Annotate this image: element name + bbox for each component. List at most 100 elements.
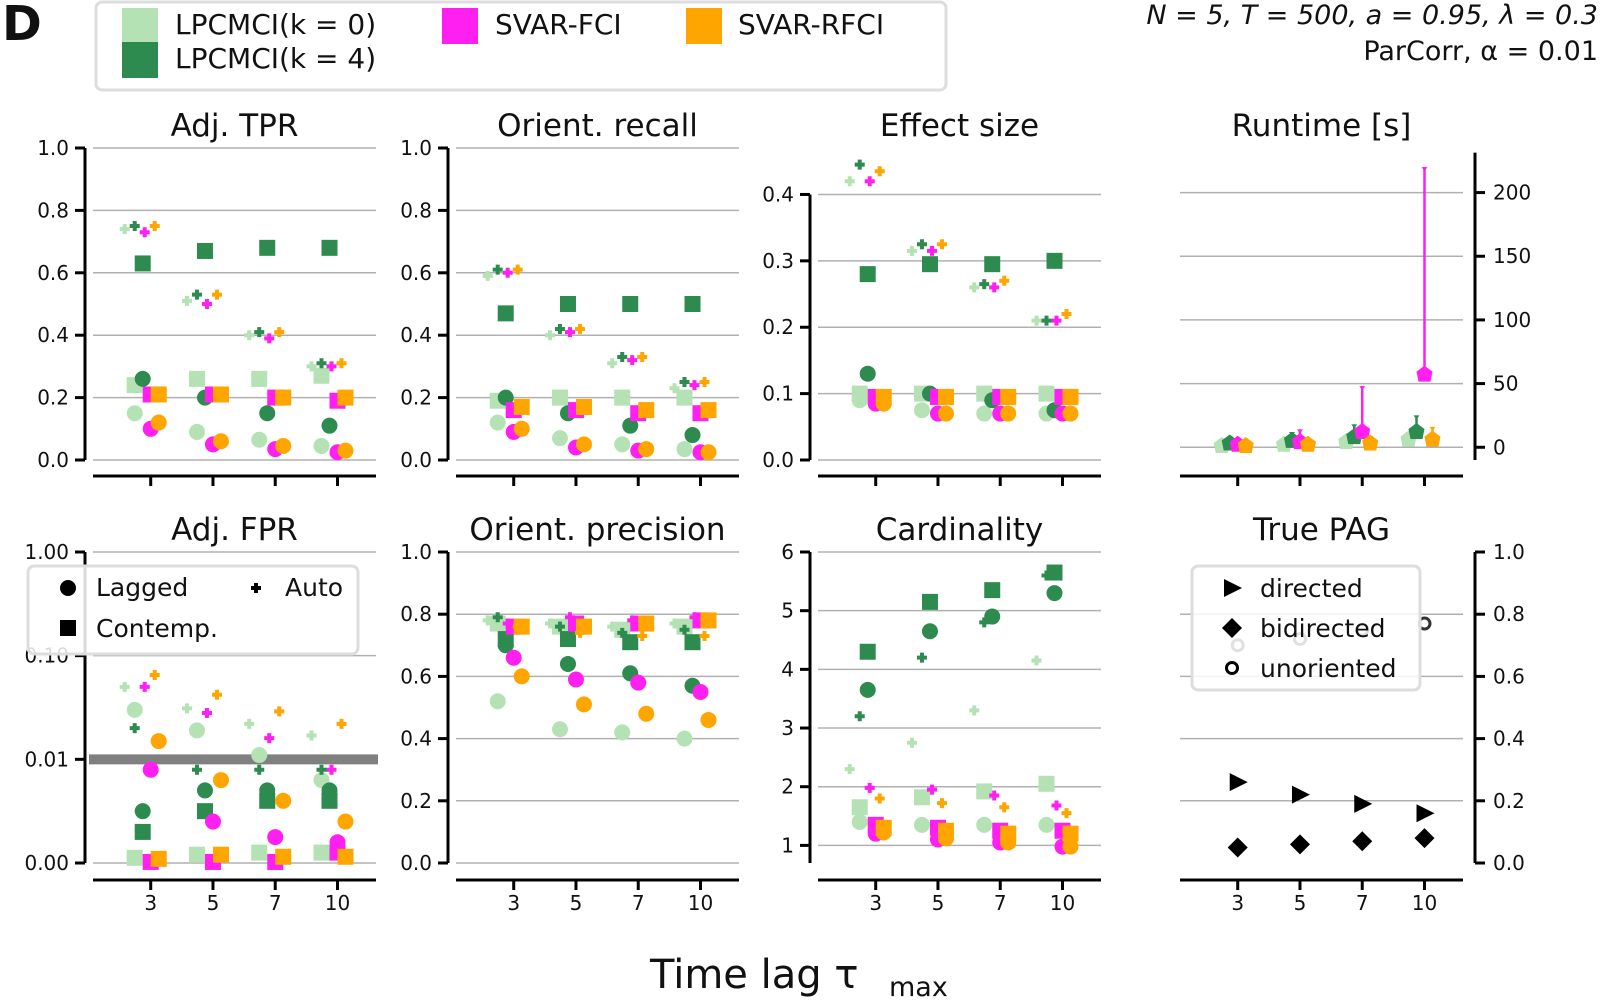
- point-lpcmci-k-0-lagged: [188, 423, 205, 440]
- point-lpcmci-k-4-lagged: [134, 370, 151, 387]
- y-tick-label: 0.8: [37, 198, 69, 222]
- point-lpcmci-k-0-auto: [181, 295, 192, 306]
- point-lpcmci-k-4-contemp: [497, 305, 514, 322]
- y-tick-label: 100: [1493, 308, 1531, 332]
- point-svar-rfci-auto: [274, 706, 285, 717]
- point-svar-rfci-mean: [1424, 430, 1441, 447]
- legend-swatch-svar-fci: [442, 8, 478, 44]
- point-svar-rfci-lagged: [1062, 838, 1079, 855]
- panel-title-runtime: Runtime [s]: [1232, 108, 1412, 144]
- y-tick-label: 1.0: [400, 136, 432, 160]
- error-cap: [1421, 167, 1428, 172]
- y-tick-label: 0.0: [400, 851, 432, 875]
- point-lpcmci-k-4-contemp: [859, 643, 876, 660]
- point-lpcmci-k-0-lagged: [913, 816, 930, 833]
- y-tick-label: 0.8: [1493, 602, 1525, 626]
- point-svar-rfci-contemp: [638, 402, 655, 419]
- point-svar-fci-auto: [264, 333, 275, 344]
- point-lpcmci-k-0-lagged: [551, 430, 568, 447]
- point-lpcmci-k-4-contemp: [984, 256, 1001, 273]
- point-lpcmci-k-4-lagged: [259, 405, 276, 422]
- point-lpcmci-k-0-contemp: [251, 844, 268, 861]
- point-lpcmci-k-4-auto: [916, 239, 927, 250]
- point-lpcmci-k-0-lagged: [251, 431, 268, 448]
- y-tick-label: 0.4: [400, 727, 432, 751]
- point-lpcmci-k-0-lagged: [976, 405, 993, 422]
- point-lpcmci-k-0-auto: [244, 718, 255, 729]
- point-lpcmci-k-4-auto: [854, 159, 865, 170]
- point-svar-rfci-lagged: [212, 433, 229, 450]
- point-lpcmci-k-0-lagged: [313, 437, 330, 454]
- y-tick-label: 0.8: [400, 198, 432, 222]
- point-lpcmci-k-0-auto: [1031, 655, 1042, 666]
- point-svar-rfci-lagged: [575, 696, 592, 713]
- point-lpcmci-k-0-lagged: [188, 722, 205, 739]
- point-svar-rfci-contemp: [337, 389, 354, 406]
- point-lpcmci-k-0-auto: [306, 361, 317, 372]
- point-svar-fci-auto: [564, 327, 575, 338]
- point-svar-rfci-auto: [1061, 308, 1072, 319]
- point-svar-rfci-auto: [211, 289, 222, 300]
- point-svar-rfci-mean: [1362, 434, 1379, 451]
- y-tick-label: 0.0: [762, 448, 794, 472]
- x-label-sub: max: [889, 972, 948, 1000]
- point-svar-rfci-auto: [149, 670, 160, 681]
- point-lpcmci-k-0-contemp: [251, 370, 268, 387]
- point-svar-fci-lagged: [204, 813, 221, 830]
- point-lpcmci-k-0-lagged: [851, 813, 868, 830]
- point-lpcmci-k-4-contemp: [196, 242, 213, 259]
- point-svar-rfci-auto: [211, 689, 222, 700]
- point-lpcmci-k-4-contemp: [684, 296, 701, 312]
- point-lpcmci-k-4-auto: [979, 617, 990, 628]
- y-tick-label: 0.6: [400, 664, 432, 688]
- point-svar-rfci-auto: [274, 327, 285, 338]
- x-tick-label: 7: [632, 891, 645, 915]
- y-tick-label: 0.8: [400, 602, 432, 626]
- point-lpcmci-k-0-auto: [306, 730, 317, 741]
- method-legend: LPCMCI(k = 0)LPCMCI(k = 4) SVAR-FCI SVAR-R…: [94, 0, 948, 92]
- x-tick-label: 7: [1356, 891, 1369, 915]
- point-svar-rfci-auto: [512, 264, 523, 275]
- point-svar-rfci-lagged: [1062, 405, 1079, 422]
- point-svar-rfci-contemp: [700, 612, 717, 629]
- x-tick-label: 10: [1050, 891, 1075, 915]
- point-svar-rfci-contemp: [212, 386, 229, 403]
- point-svar-fci-auto: [864, 176, 875, 187]
- bidirected-marker-icon: [1222, 618, 1242, 638]
- point-svar-rfci-contemp: [1000, 825, 1017, 842]
- point-svar-rfci-lagged: [638, 441, 655, 458]
- point-svar-rfci-lagged: [937, 405, 954, 422]
- point-lpcmci-k-0-lagged: [913, 402, 930, 419]
- point-lpcmci-k-4-lagged: [921, 623, 938, 640]
- panel-runtime: Runtime [s] 0 50 100 150 200: [1180, 108, 1531, 486]
- y-tick-label: 4: [781, 657, 794, 681]
- x-tick-label: 10: [1412, 891, 1437, 915]
- error-cap: [1429, 426, 1436, 431]
- y-tick-label: 1: [781, 833, 794, 857]
- point-lpcmci-k-0-auto: [906, 245, 917, 256]
- point-lpcmci-k-0-contemp: [913, 789, 930, 806]
- y-tick-label: 0.0: [1493, 851, 1525, 875]
- point-lpcmci-k-4-lagged: [622, 417, 639, 434]
- point-svar-rfci-auto: [936, 239, 947, 250]
- point-lpcmci-k-0-contemp: [851, 385, 868, 402]
- panel-orient_precision: Orient. precision 0.0 0.2 0.4 0.6 0.8 1.0 3 5 7 10: [400, 512, 739, 915]
- point-lpcmci-k-4-auto: [492, 612, 503, 623]
- point-lpcmci-k-4-auto: [316, 764, 327, 775]
- point-svar-fci-lagged: [567, 671, 584, 688]
- point-svar-rfci-contemp: [575, 618, 592, 635]
- point-lpcmci-k-0-auto: [607, 358, 618, 369]
- point-lpcmci-k-4-contemp: [259, 239, 276, 256]
- y-tick-label: 0.0: [37, 448, 69, 472]
- legend-label-svar-rfci: SVAR-RFCI: [738, 8, 884, 41]
- point-svar-rfci-contemp: [513, 398, 530, 415]
- point-svar-fci-auto: [689, 380, 700, 391]
- x-tick-label: 7: [994, 891, 1007, 915]
- point-svar-fci-auto: [864, 782, 875, 793]
- y-tick-label: 200: [1493, 181, 1531, 205]
- x-tick-label: 10: [688, 891, 713, 915]
- y-tick-label: 0.01: [24, 747, 69, 771]
- point-svar-rfci-contemp: [150, 386, 167, 403]
- point-lpcmci-k-0-auto: [607, 621, 618, 632]
- point-svar-rfci-auto: [874, 793, 885, 804]
